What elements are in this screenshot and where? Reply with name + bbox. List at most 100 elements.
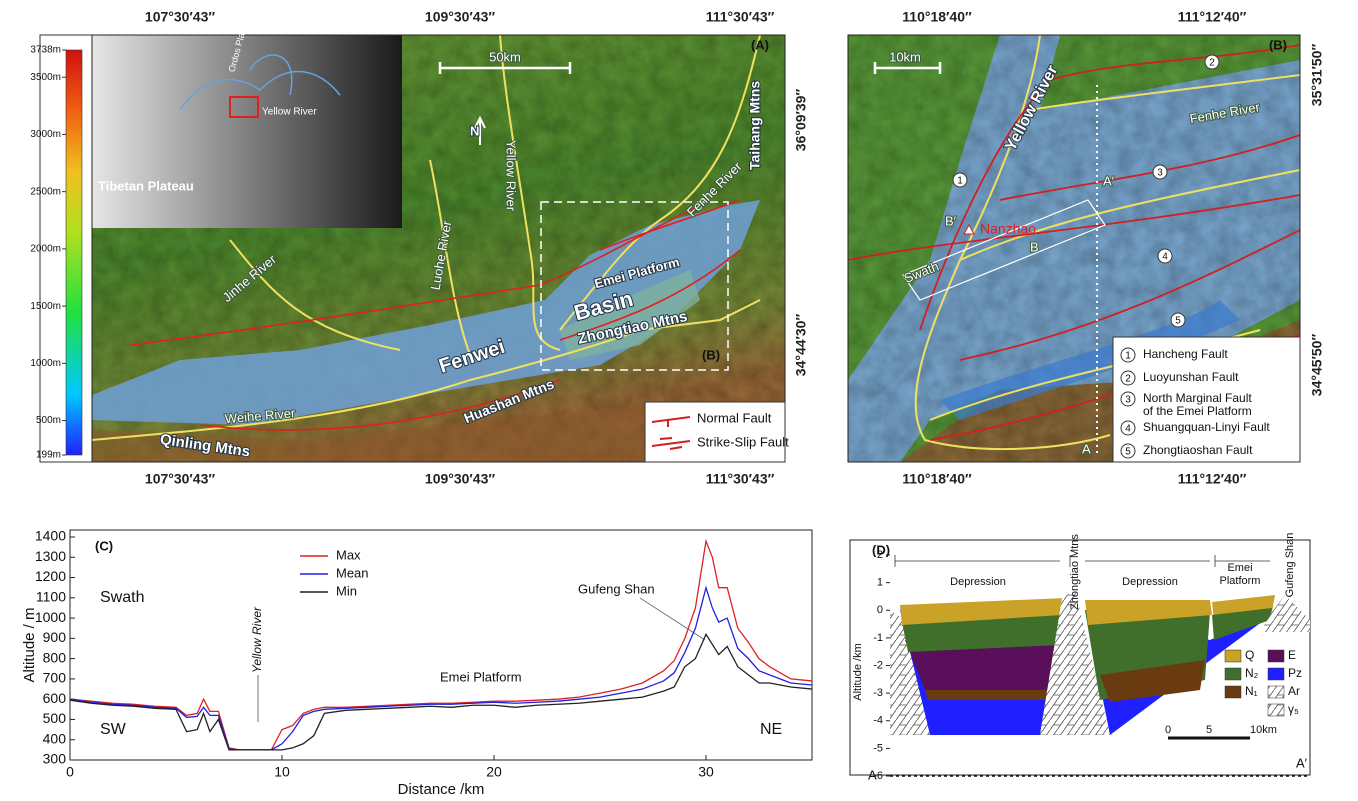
header: Zhongtiao Mtns — [1069, 534, 1081, 610]
map-label: B — [1030, 239, 1039, 254]
panel-label: (A) — [751, 37, 769, 52]
y-tick-label: -1 — [873, 632, 883, 644]
legend-number: 2 — [1125, 374, 1131, 385]
legend-label: North Marginal Fault — [1143, 391, 1252, 405]
x-tick-label: 0 — [66, 764, 74, 780]
legend-label: Min — [336, 583, 357, 598]
legend-number: 4 — [1125, 424, 1131, 435]
annotation: Gufeng Shan — [578, 581, 655, 596]
fault-number: 3 — [1157, 168, 1163, 179]
x-axis-label: Distance /km — [398, 781, 485, 798]
y-tick-label: 1300 — [35, 548, 66, 564]
legend-swatch — [1225, 668, 1241, 680]
figure: 3738m3500m3000m2500m2000m1500m1000m500m1… — [0, 0, 1358, 801]
cross-section: (D) Altitude /km Depression Zhongtiao Mt… — [850, 533, 1310, 783]
legend-label: N₁ — [1245, 684, 1258, 698]
y-tick-label: -5 — [873, 742, 883, 754]
map-label: B′ — [945, 213, 957, 228]
scale-label: 0 — [1165, 724, 1171, 736]
header: Depression — [1122, 576, 1178, 588]
legend-label: Q — [1245, 648, 1254, 662]
map-label: Nanzhao — [980, 221, 1036, 237]
scale-label: 10km — [889, 49, 921, 64]
coord-label: 111°30′43″ — [706, 9, 775, 25]
annotation: Emei Platform — [440, 669, 522, 684]
y-tick-label: -3 — [873, 687, 883, 699]
y-tick-label: 0 — [877, 604, 883, 616]
scale-label: 5 — [1206, 724, 1212, 736]
y-tick-label: -6 — [873, 770, 883, 782]
map-label: Yellow River — [262, 107, 317, 118]
legend-label: Max — [336, 547, 361, 562]
coord-label: 110°18′40″ — [902, 9, 972, 25]
legend-label: Luoyunshan Fault — [1143, 370, 1239, 384]
legend-swatch — [1268, 704, 1284, 716]
header: Gufeng Shan — [1284, 533, 1296, 598]
coord-label: 111°30′43″ — [706, 471, 775, 487]
y-tick-label: 1200 — [35, 568, 66, 584]
coord-label: 34°44′30″ — [793, 314, 809, 377]
colorbar-label: 2500m — [30, 186, 61, 197]
colorbar-label: 2000m — [30, 244, 61, 255]
y-tick-label: 500 — [43, 710, 67, 726]
annotation: Swath — [100, 589, 144, 606]
fault-number: 4 — [1162, 252, 1168, 263]
colorbar-label: 1500m — [30, 301, 61, 312]
coord-label: 110°18′40″ — [902, 471, 972, 487]
coord-label: 35°31′50″ — [1309, 44, 1325, 107]
colorbar-label: 500m — [36, 415, 61, 426]
coord-label: 107°30′43″ — [145, 471, 215, 487]
fault-number: 1 — [957, 176, 963, 187]
y-tick-label: 600 — [43, 690, 67, 706]
coord-label: 111°12′40″ — [1178, 471, 1247, 487]
legend-label: Hancheng Fault — [1143, 347, 1228, 361]
coord-label: 109°30′43″ — [425, 471, 495, 487]
section-end: A′ — [1296, 755, 1308, 770]
map-label: Taihang Mtns — [747, 81, 763, 170]
colorbar-label: 3738m — [30, 45, 61, 56]
header: Depression — [950, 576, 1006, 588]
legend-swatch — [1225, 686, 1241, 698]
y-tick-label: -2 — [873, 659, 883, 671]
map-b: (B) 10km Yellow River Fenhe River Nanzha… — [848, 9, 1325, 487]
colorbar-label: 199m — [36, 450, 61, 461]
legend-label: Pz — [1288, 666, 1302, 680]
legend-swatch — [1268, 668, 1284, 680]
y-tick-label: 300 — [43, 751, 67, 767]
legend-label: Strike-Slip Fault — [697, 434, 789, 449]
legend-swatch — [1225, 650, 1241, 662]
map-label: A — [1082, 441, 1091, 456]
colorbar: 3738m3500m3000m2500m2000m1500m1000m500m1… — [30, 35, 92, 462]
header: Emei — [1227, 562, 1252, 574]
x-tick-label: 10 — [274, 764, 290, 780]
y-tick-label: -4 — [873, 715, 883, 727]
legend-label: E — [1288, 648, 1296, 662]
legend-label: Zhongtiaoshan Fault — [1143, 443, 1253, 457]
y-tick-label: 400 — [43, 730, 67, 746]
map-label: Tibetan Plateau — [98, 178, 194, 193]
legend-swatch — [1268, 650, 1284, 662]
map-label: (B) — [702, 347, 720, 362]
legend-label: γ₅ — [1288, 702, 1299, 716]
panel-label: (C) — [95, 538, 113, 553]
legend-label: Normal Fault — [697, 410, 772, 425]
legend-label: Mean — [336, 565, 369, 580]
profile-chart: (C) Swath SW NE Yellow River Emei Platfo… — [21, 528, 812, 798]
scale-label: 10km — [1250, 724, 1277, 736]
y-tick-label: 1100 — [36, 589, 66, 605]
map-label: A′ — [1103, 173, 1115, 188]
map-label: Yellow River — [504, 140, 519, 212]
colorbar-label: 3500m — [30, 72, 61, 83]
coord-label: 107°30′43″ — [145, 9, 215, 25]
annotation: NE — [760, 721, 782, 738]
scale-label: 50km — [489, 49, 521, 64]
legend-number: 5 — [1125, 447, 1131, 458]
x-tick-label: 20 — [486, 764, 502, 780]
panel-label: (B) — [1269, 37, 1287, 52]
colorbar-label: 1000m — [30, 358, 61, 369]
map-a: (A) 50km N Tibetan Plateau Ordos Plateau… — [92, 9, 809, 487]
y-tick-label: 800 — [43, 649, 67, 665]
legend-number: 3 — [1125, 395, 1131, 406]
fault-number: 2 — [1209, 58, 1215, 69]
header: Platform — [1220, 575, 1261, 587]
